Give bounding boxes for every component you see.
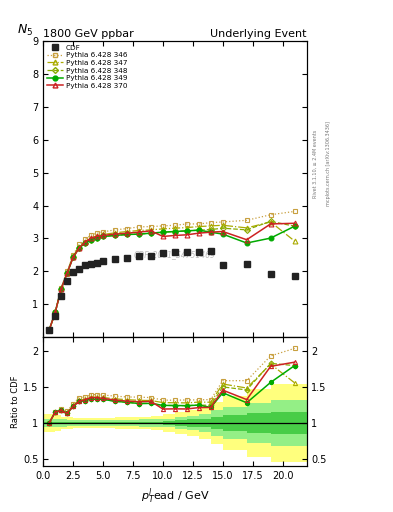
Text: 1800 GeV ppbar: 1800 GeV ppbar [43,29,134,39]
Y-axis label: $N_5$: $N_5$ [17,23,33,38]
Y-axis label: Ratio to CDF: Ratio to CDF [11,375,20,428]
X-axis label: $p_T^{l}$ead / GeV: $p_T^{l}$ead / GeV [141,486,209,506]
Text: mcplots.cern.ch [arXiv:1306.3436]: mcplots.cern.ch [arXiv:1306.3436] [326,121,331,206]
Text: Rivet 3.1.10, ≥ 2.4M events: Rivet 3.1.10, ≥ 2.4M events [312,130,318,198]
Legend: CDF, Pythia 6.428 346, Pythia 6.428 347, Pythia 6.428 348, Pythia 6.428 349, Pyt: CDF, Pythia 6.428 346, Pythia 6.428 347,… [46,43,129,90]
Text: Underlying Event: Underlying Event [210,29,307,39]
Text: CDF_2001_S4751469: CDF_2001_S4751469 [134,250,216,259]
